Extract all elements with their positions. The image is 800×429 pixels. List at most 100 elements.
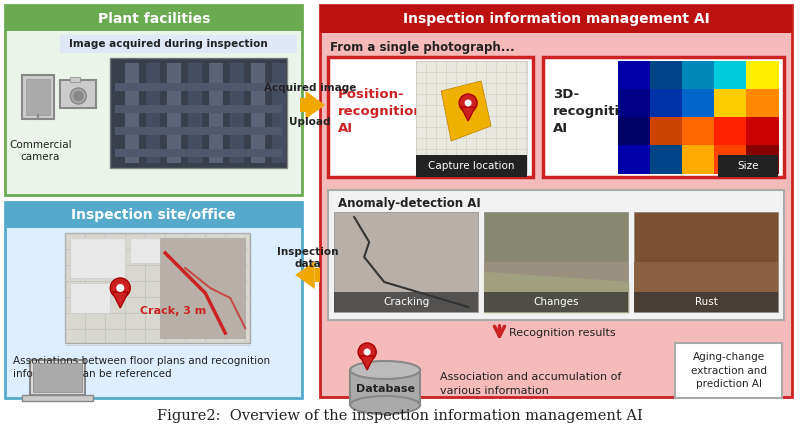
Bar <box>650 89 683 118</box>
Bar <box>300 98 306 112</box>
Circle shape <box>74 91 83 101</box>
Bar <box>484 212 628 312</box>
Text: From a single photograph...: From a single photograph... <box>330 40 515 54</box>
Bar <box>26 79 50 115</box>
Text: Association and accumulation of
various information: Association and accumulation of various … <box>440 372 622 396</box>
Text: Crack, 3 m: Crack, 3 m <box>140 306 206 316</box>
Bar <box>60 35 297 53</box>
Bar <box>618 61 651 90</box>
Bar <box>320 5 792 33</box>
Bar <box>718 155 778 177</box>
Polygon shape <box>295 261 314 289</box>
Bar <box>34 363 82 392</box>
Bar <box>650 61 683 90</box>
Bar <box>484 292 628 312</box>
Text: Rust: Rust <box>694 297 718 307</box>
Bar <box>714 145 747 174</box>
Bar <box>618 89 651 118</box>
Bar <box>682 145 715 174</box>
Ellipse shape <box>350 396 420 414</box>
Circle shape <box>110 278 130 298</box>
Bar <box>210 63 223 163</box>
Bar <box>230 63 244 163</box>
Bar <box>746 61 779 90</box>
Bar <box>314 268 320 282</box>
Bar <box>618 117 651 146</box>
Bar <box>543 57 784 177</box>
Polygon shape <box>112 292 128 308</box>
Bar <box>682 61 715 90</box>
Text: Inspection site/office: Inspection site/office <box>71 208 236 222</box>
Bar <box>115 127 282 135</box>
Bar <box>70 283 110 313</box>
Bar <box>22 75 54 119</box>
Text: Capture location: Capture location <box>428 161 515 171</box>
Polygon shape <box>461 107 475 121</box>
Bar <box>126 63 139 163</box>
Bar <box>320 5 792 397</box>
Bar <box>714 61 747 90</box>
Bar <box>115 105 282 113</box>
Bar <box>416 155 527 177</box>
Bar <box>251 63 266 163</box>
Bar <box>110 58 287 168</box>
Bar <box>746 89 779 118</box>
Bar <box>682 117 715 146</box>
Bar <box>634 212 778 312</box>
Bar <box>70 238 126 278</box>
Circle shape <box>70 88 86 104</box>
Bar <box>115 149 282 157</box>
Bar <box>60 80 96 108</box>
Bar <box>146 63 160 163</box>
Bar <box>334 212 478 312</box>
Bar <box>66 233 250 343</box>
Bar <box>746 117 779 146</box>
Bar <box>484 262 628 312</box>
Bar <box>22 395 94 401</box>
Text: Image acquired during inspection: Image acquired during inspection <box>70 39 268 49</box>
Text: Aging-change
extraction and
prediction AI: Aging-change extraction and prediction A… <box>690 352 766 389</box>
Circle shape <box>116 284 124 292</box>
Text: 3D-
recognition
AI: 3D- recognition AI <box>553 88 639 136</box>
Bar <box>6 202 302 398</box>
Bar <box>650 117 683 146</box>
Polygon shape <box>360 356 374 370</box>
Bar <box>484 212 628 312</box>
Circle shape <box>465 100 472 106</box>
Bar <box>272 63 286 163</box>
Bar <box>350 370 420 405</box>
Bar <box>714 89 747 118</box>
Bar <box>634 212 778 312</box>
Text: Commercial
camera: Commercial camera <box>9 140 72 162</box>
Bar <box>634 292 778 312</box>
Bar <box>130 238 166 263</box>
Bar <box>416 61 527 173</box>
Text: Recognition results: Recognition results <box>510 328 616 338</box>
Bar <box>675 343 782 398</box>
Circle shape <box>358 343 376 361</box>
Text: Inspection information management AI: Inspection information management AI <box>402 12 710 26</box>
Ellipse shape <box>350 361 420 379</box>
Circle shape <box>459 94 477 112</box>
Bar <box>328 57 533 177</box>
Text: Database: Database <box>356 384 414 395</box>
Bar <box>6 202 302 228</box>
Bar <box>714 117 747 146</box>
Bar <box>650 145 683 174</box>
Polygon shape <box>441 81 491 141</box>
Bar <box>160 238 246 338</box>
Bar <box>30 360 86 395</box>
Bar <box>746 145 779 174</box>
Text: Changes: Changes <box>534 297 579 307</box>
Bar <box>110 58 287 168</box>
Bar <box>618 61 778 173</box>
Polygon shape <box>306 91 325 119</box>
Text: Inspection
data: Inspection data <box>278 247 339 269</box>
Circle shape <box>364 348 370 356</box>
Bar <box>634 262 778 312</box>
Text: Figure2:  Overview of the inspection information management AI: Figure2: Overview of the inspection info… <box>158 409 643 423</box>
Text: Associations between floor plans and recognition
information can be referenced: Associations between floor plans and rec… <box>14 356 270 379</box>
Text: Acquired image: Acquired image <box>264 83 356 93</box>
Bar <box>188 63 202 163</box>
Bar <box>115 83 282 91</box>
